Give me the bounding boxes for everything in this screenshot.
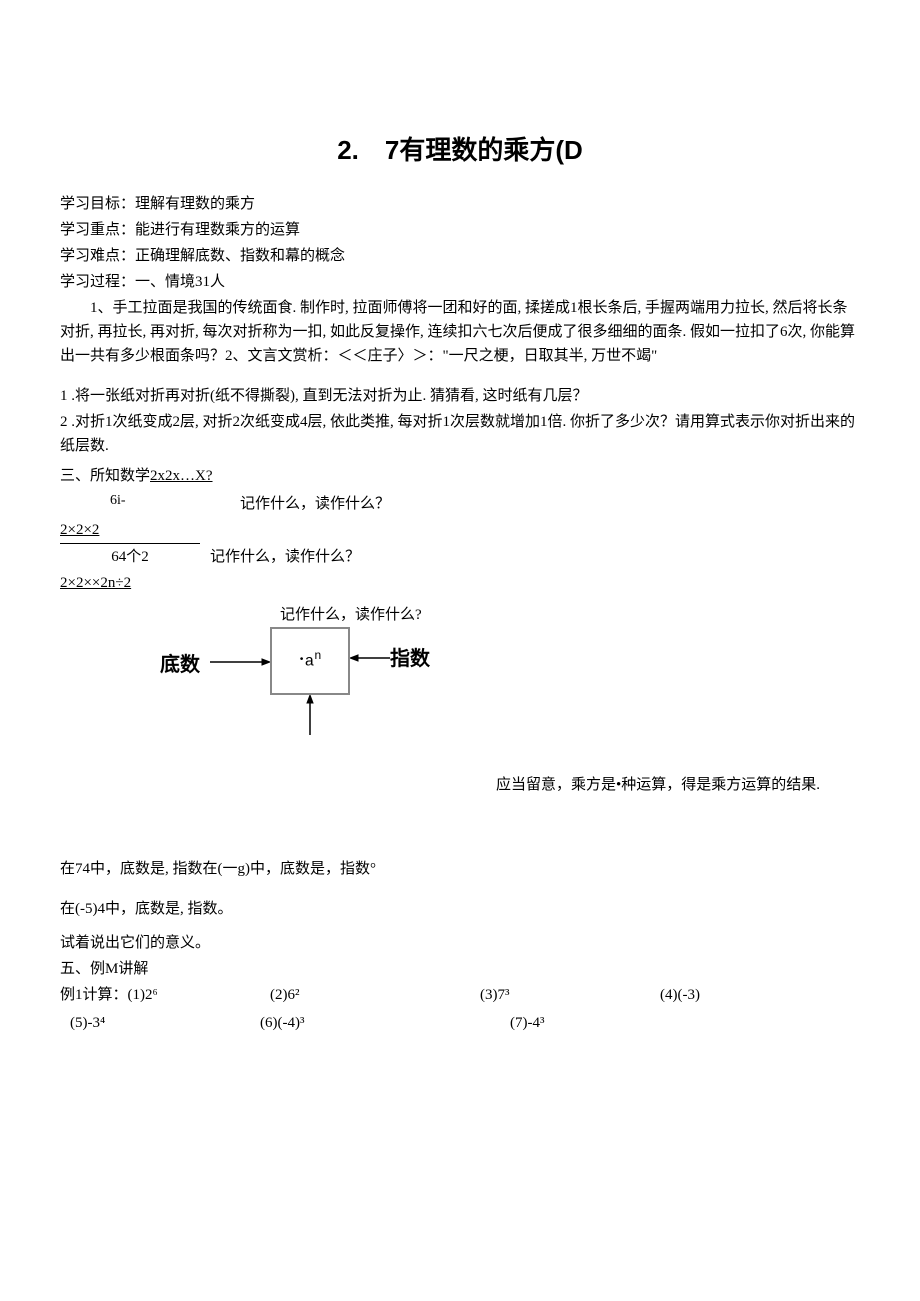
fraction-line [60,543,200,544]
meta-difficulty: 学习难点：正确理解底数、指数和幕的概念 [60,244,860,268]
math-line-2: 2×2××2n÷2 [60,571,200,595]
example-1: (1)2⁶ [128,987,158,1003]
question-1: 1 .将一张纸对折再对折(纸不得撕裂), 直到无法对折为止. 猜猜看, 这时纸有… [60,384,860,408]
sub-label: 6i- [110,490,230,512]
diagram-top-text: 记作什么，读作什么? [280,603,422,627]
fill-3: 试着说出它们的意义。 [60,931,860,955]
fill-2: 在(-5)4中，底数是, 指数。 [60,897,860,921]
example-5: (5)-3⁴ [70,1011,260,1035]
base-label: 底数 [160,649,200,681]
read-write-q1: 记作什么，读作什么？ [240,492,390,516]
box-content: •an [299,647,322,675]
exponent-label: 指数 [390,643,430,675]
example-prefix: 例1计算： [60,987,128,1003]
page-title: 2. 7有理数的乘方(D [60,130,860,172]
section-3-expr: 2x2x…X? [150,468,213,484]
meta-goal: 学习目标：理解有理数的乘方 [60,192,860,216]
arrow-right-icon [350,653,390,663]
question-2: 2 .对折1次纸变成2层, 对折2次纸变成4层, 依此类推, 每对折1次层数就增… [60,410,860,458]
meta-process: 学习过程：一、情境31人 [60,270,860,294]
math-group: 6i- 记作什么，读作什么？ 2×2×2 64个2 记作什么，读作什么？ 2×2… [60,492,860,595]
arrow-left-icon [210,657,270,667]
examples-row-1: 例1计算：(1)2⁶ (2)6² (3)7³ (4)(-3) [60,983,860,1007]
examples-row-2: (5)-3⁴ (6)(-4)³ (7)-4³ [60,1011,860,1035]
section-5-heading: 五、例M讲解 [60,957,860,981]
note-text: 应当留意，乘方是•种运算，得是乘方运算的结果. [60,773,860,797]
fill-1: 在74中，底数是, 指数在(一g)中，底数是，指数° [60,857,860,881]
arrow-bottom-icon [305,695,315,735]
power-diagram: 记作什么，读作什么? •an 底数 指数 [100,605,600,755]
power-box: •an [270,627,350,695]
math-mid-label: 64个2 [60,545,200,569]
example-3: (3)7³ [480,983,660,1007]
meta-focus: 学习重点：能进行有理数乘方的运算 [60,218,860,242]
math-line-1: 2×2×2 [60,518,200,542]
example-2: (2)6² [270,983,480,1007]
section-3-heading: 三、所知数学 [60,468,150,484]
example-7: (7)-4³ [510,1011,630,1035]
example-6: (6)(-4)³ [260,1011,510,1035]
intro-paragraph: 1、手工拉面是我国的传统面食. 制作时, 拉面师傅将一团和好的面, 揉搓成1根长… [60,296,860,368]
example-4: (4)(-3) [660,983,780,1007]
read-write-q2: 记作什么，读作什么？ [210,545,360,569]
